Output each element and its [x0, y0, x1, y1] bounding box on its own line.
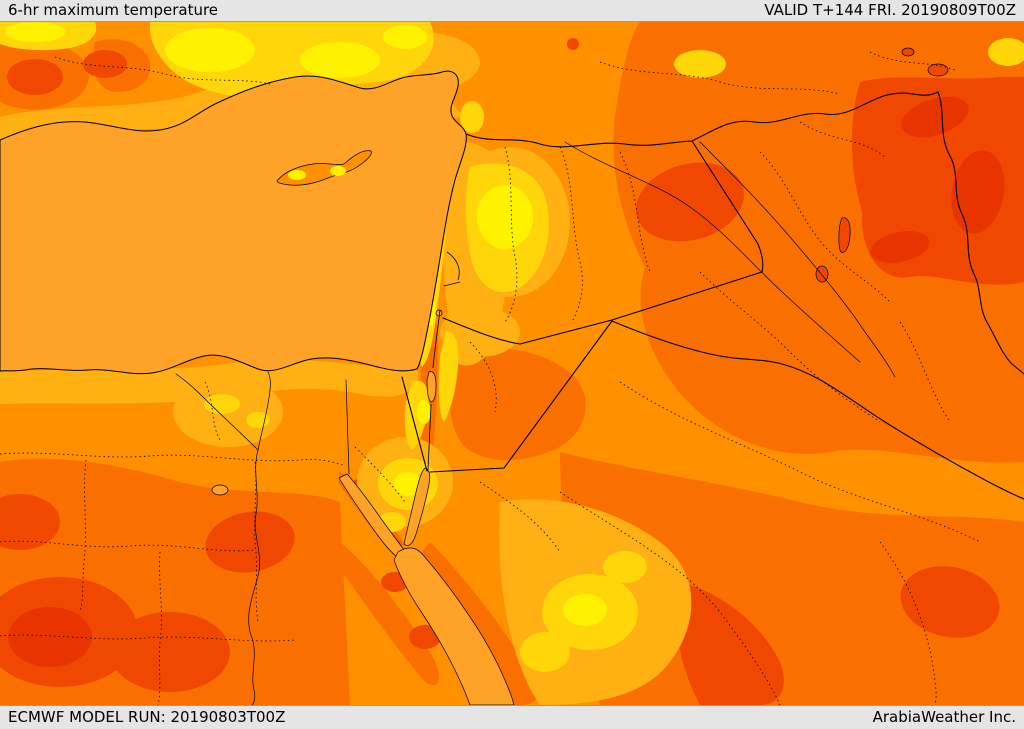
country-borders	[401, 91, 1024, 500]
anatolia-lake-2	[901, 47, 915, 57]
egypt-israel-border	[401, 376, 428, 472]
arava-line	[427, 403, 432, 471]
model-run-label: ECMWF MODEL RUN: 20190803T00Z	[8, 708, 286, 726]
water-bodies	[0, 70, 515, 705]
nile-delta-west-branch	[175, 373, 259, 451]
temperature-map-svg	[0, 22, 1024, 705]
saudi-iraq-border	[611, 320, 1024, 500]
lakes	[211, 47, 949, 496]
red-sea	[393, 547, 515, 705]
jordan-saudi-border	[429, 320, 613, 473]
syria-jordan-border	[442, 317, 613, 345]
rivers	[175, 141, 896, 705]
admin-boundaries	[0, 51, 981, 705]
temp-band-bright-yellow	[5, 22, 607, 626]
map-footer-bar: ECMWF MODEL RUN: 20190803T00Z ArabiaWeat…	[0, 705, 1024, 729]
map-title: 6-hr maximum temperature	[8, 1, 219, 19]
fayum-lake	[211, 484, 229, 496]
iraq-iran-border	[937, 91, 1024, 375]
israel-lebanon-border	[443, 281, 461, 287]
lake-razzaza	[815, 265, 829, 283]
temperature-map	[0, 22, 1024, 705]
map-header-bar: 6-hr maximum temperature VALID T+144 FRI…	[0, 0, 1024, 22]
valid-time-label: VALID T+144 FRI. 20190809T00Z	[764, 1, 1016, 19]
nile-delta-east-branch	[257, 371, 271, 451]
lake-tharthar	[838, 217, 851, 253]
euphrates-river	[564, 141, 861, 363]
syria-iraq-border	[611, 140, 764, 321]
gulf-of-aqaba	[403, 467, 431, 546]
nile-river	[248, 449, 261, 705]
mediterranean-sea	[0, 70, 467, 375]
turkey-syria-border	[465, 133, 693, 148]
brand-label: ArabiaWeather Inc.	[872, 708, 1016, 726]
turkey-iraq-border	[691, 91, 939, 142]
suez-canal	[345, 379, 350, 475]
dead-sea	[426, 371, 437, 403]
anatolia-lake-1	[927, 63, 949, 77]
jordan-river-line	[432, 309, 441, 369]
temp-band-red	[0, 38, 1024, 705]
tigris-river	[699, 141, 896, 378]
lebanon-border	[446, 251, 460, 281]
